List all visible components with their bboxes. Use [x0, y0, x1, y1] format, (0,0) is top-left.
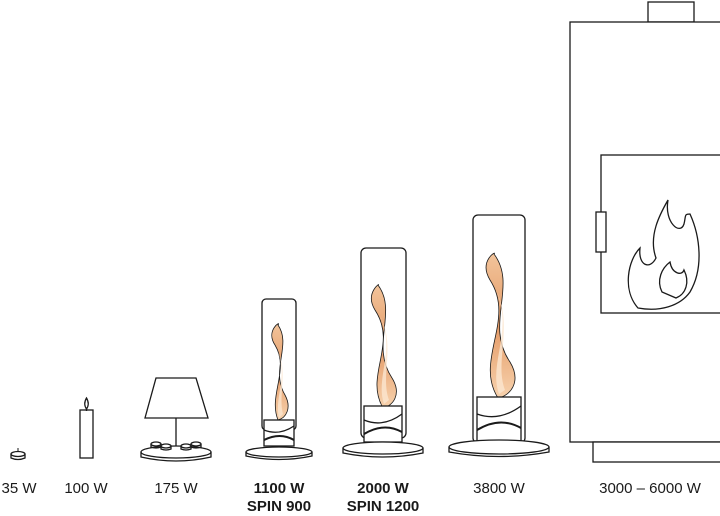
candle-icon: [79, 396, 94, 459]
label-tealight: 35 W: [1, 480, 37, 497]
tealight-icon: [10, 448, 26, 461]
spin-1200-icon: [342, 247, 424, 458]
label-candle: 100 W: [64, 480, 108, 497]
label-stove: 3000 – 6000 W: [599, 480, 701, 497]
label-lamp: 175 W: [154, 480, 198, 497]
label-spin-large: 3800 W: [473, 480, 525, 497]
label-spin-900: 1100 W SPIN 900: [246, 480, 312, 515]
lamp-icon: [140, 377, 212, 462]
spin-900-icon: [245, 298, 313, 461]
stove-icon: [569, 1, 720, 463]
spin-large-icon: [448, 214, 550, 458]
label-spin-1200: 2000 W SPIN 1200: [346, 480, 420, 515]
